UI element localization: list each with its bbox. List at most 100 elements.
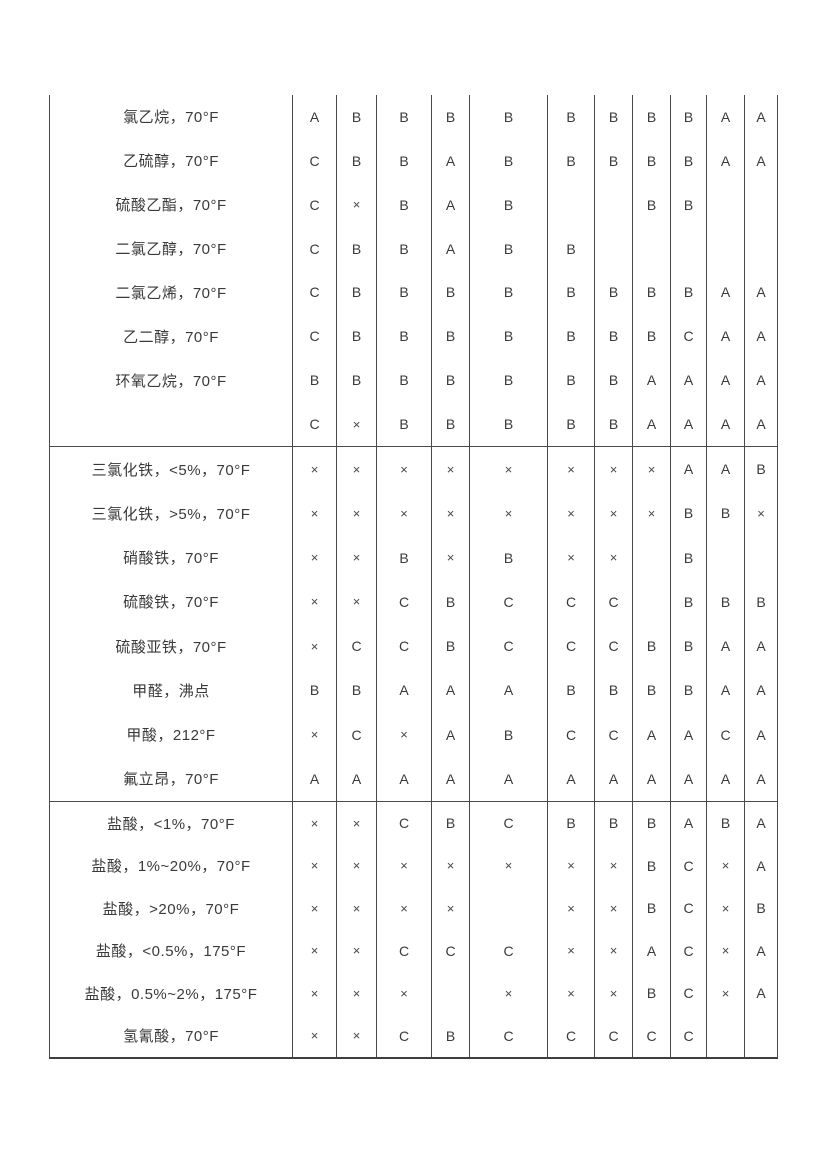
rating-cell: C	[398, 815, 410, 832]
rating-cell: B	[608, 152, 619, 169]
row-label: 盐酸，1%~20%，70°F	[91, 858, 251, 876]
rating-cell: B	[503, 372, 514, 389]
rating-cell: B	[445, 108, 456, 125]
rating-cell: ×	[504, 858, 513, 874]
rating-cell: B	[503, 549, 514, 566]
rating-cell: B	[566, 284, 576, 301]
data-column-7: B B B B B B	[594, 95, 632, 446]
rating-cell: B	[646, 196, 657, 213]
rating-cell: ×	[400, 858, 408, 874]
rating-cell: C	[503, 942, 514, 959]
rating-cell: C	[503, 1027, 514, 1044]
rating-cell: A	[683, 372, 694, 389]
rating-cell: A	[445, 240, 456, 257]
rating-cell: ×	[721, 943, 730, 959]
rating-cell	[633, 536, 670, 580]
rating-cell: B	[608, 372, 619, 389]
rating-cell: A	[756, 857, 766, 874]
rating-cell: B	[566, 240, 576, 257]
rating-cell: ×	[504, 505, 513, 521]
row-label: 二氯乙烯，70°F	[115, 284, 227, 302]
rating-cell: B	[445, 815, 456, 832]
rating-cell: A	[720, 682, 731, 699]
rating-cell: C	[720, 726, 731, 743]
rating-cell: ×	[400, 727, 408, 743]
rating-cell: ×	[310, 1028, 319, 1044]
data-column-9: A B B B B B A A	[670, 447, 706, 801]
rating-cell: B	[646, 900, 657, 917]
row-label: 盐酸，<1%，70°F	[107, 815, 235, 833]
rating-cell: B	[683, 638, 694, 655]
rating-cell: C	[503, 593, 514, 610]
data-column-4: B A A A B B B B	[431, 95, 469, 446]
rating-cell: B	[399, 372, 409, 389]
data-column-5: × × B C C A B A	[469, 447, 547, 801]
rating-cell: C	[309, 196, 320, 213]
rating-cell: B	[503, 284, 514, 301]
rating-cell: ×	[721, 858, 730, 874]
rating-cell: ×	[310, 461, 319, 477]
rating-cell: ×	[609, 550, 618, 566]
row-label: 氯乙烷，70°F	[123, 109, 219, 127]
rating-cell: B	[683, 196, 694, 213]
row-label: 甲酸，212°F	[126, 727, 216, 745]
rating-cell: C	[683, 985, 694, 1002]
data-column-1: × × × × × ×	[292, 802, 336, 1057]
rating-cell: B	[756, 593, 766, 610]
rating-cell: ×	[352, 594, 361, 610]
rating-cell: ×	[352, 461, 361, 477]
rating-cell: B	[399, 549, 409, 566]
rating-cell: ×	[567, 505, 575, 521]
rating-cell: B	[683, 505, 694, 522]
rating-cell: A	[683, 416, 694, 433]
rating-cell: C	[503, 638, 514, 655]
row-label: 乙硫醇，70°F	[123, 153, 219, 171]
rating-cell: C	[683, 857, 694, 874]
rating-cell: A	[756, 770, 766, 787]
rating-cell: A	[646, 372, 657, 389]
data-column-2: B B × B B B B ×	[336, 95, 376, 446]
rating-cell: ×	[647, 505, 656, 521]
rating-cell: A	[756, 942, 766, 959]
rating-cell: ×	[310, 900, 319, 916]
rating-cell: ×	[609, 985, 618, 1001]
rating-cell	[671, 227, 706, 271]
rating-cell: B	[399, 416, 409, 433]
rating-cell: B	[351, 152, 362, 169]
rating-cell: A	[646, 416, 657, 433]
rating-cell: B	[646, 857, 657, 874]
rating-cell: B	[646, 638, 657, 655]
row-label: 盐酸，0.5%~2%，175°F	[84, 985, 258, 1003]
row-label: 氢氰酸，70°F	[123, 1028, 219, 1046]
rating-cell: B	[351, 682, 362, 699]
rating-cell: ×	[504, 985, 513, 1001]
rating-cell: C	[683, 328, 694, 345]
rating-cell: B	[566, 328, 576, 345]
rating-cell: ×	[310, 505, 319, 521]
rating-cell: B	[351, 328, 362, 345]
section-1: 氯乙烷，70°F 乙硫醇，70°F 硫酸乙酯，70°F 二氯乙醇，70°F 二氯乙烯，7…	[50, 95, 777, 446]
rating-cell: B	[720, 815, 731, 832]
rating-cell: A	[683, 726, 694, 743]
section-2: 三氯化铁，<5%，70°F 三氯化铁，>5%，70°F 硝酸铁，70°F 硫酸铁，70…	[50, 446, 777, 801]
data-column-10: A A A A A A	[706, 95, 744, 446]
rating-cell: B	[503, 726, 514, 743]
rating-cell: A	[399, 682, 409, 699]
row-label-column: 氯乙烷，70°F 乙硫醇，70°F 硫酸乙酯，70°F 二氯乙醇，70°F 二氯乙烯，7…	[50, 95, 292, 446]
rating-cell: A	[646, 942, 657, 959]
rating-cell: ×	[310, 815, 319, 831]
rating-cell: A	[683, 770, 694, 787]
rating-cell: A	[720, 416, 731, 433]
rating-cell	[633, 227, 670, 271]
rating-cell: A	[720, 461, 731, 478]
rating-cell: A	[309, 108, 320, 125]
rating-cell	[470, 887, 547, 930]
rating-cell: B	[503, 152, 514, 169]
rating-cell: A	[756, 372, 766, 389]
rating-cell	[707, 1015, 744, 1058]
rating-cell: C	[646, 1027, 657, 1044]
rating-cell: C	[683, 942, 694, 959]
data-column-8: × × B B A A	[632, 447, 670, 801]
rating-cell: B	[351, 284, 362, 301]
data-column-9: B B B B C A A	[670, 95, 706, 446]
